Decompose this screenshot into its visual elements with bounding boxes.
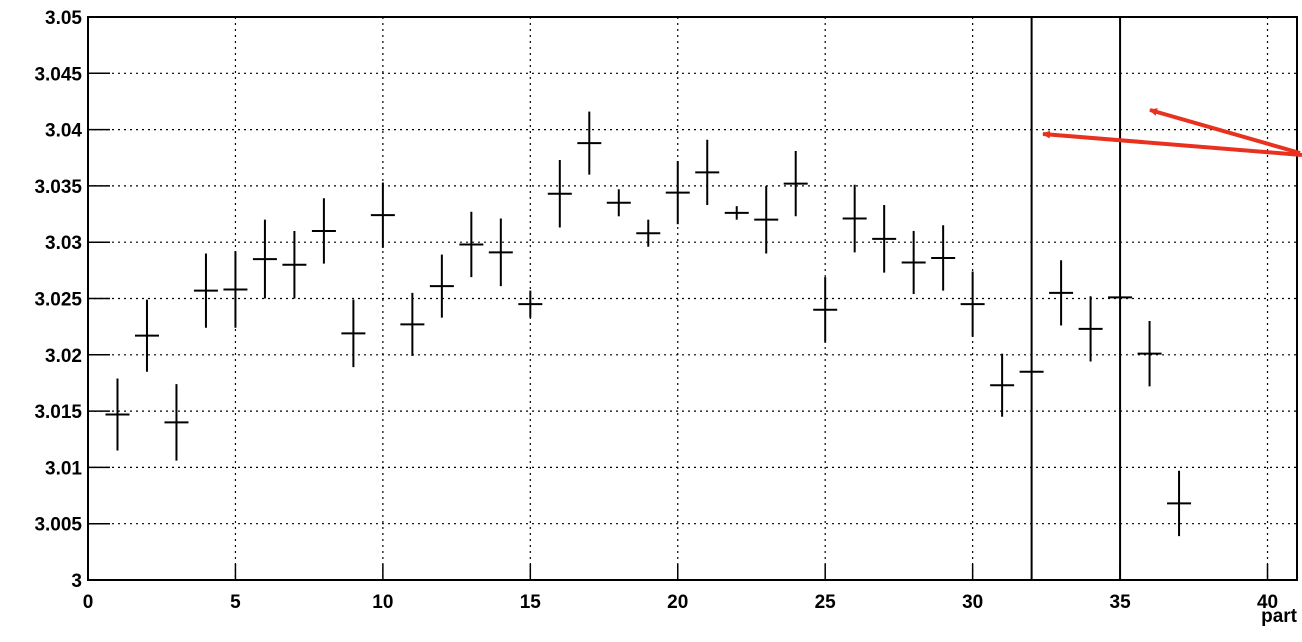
y-tick-label: 3 [71,571,82,592]
x-tick-label: 15 [520,592,542,613]
y-tick-label: 3.025 [34,290,82,311]
x-tick-label: 5 [230,592,241,613]
x-axis-label: part [1261,606,1298,627]
x-tick-label: 20 [667,592,688,613]
x-tick-label: 0 [83,592,94,613]
x-tick-label: 30 [962,592,983,613]
y-tick-label: 3.035 [34,177,82,198]
y-tick-label: 3.04 [45,121,82,142]
x-tick-label: 35 [1110,592,1132,613]
plot-frame [87,16,1298,581]
y-tick-label: 3.05 [45,8,82,29]
y-tick-label: 3.03 [45,233,82,254]
y-tick-label: 3.01 [45,458,82,479]
arrow [1149,108,1301,155]
y-tick-label: 3.045 [34,64,82,85]
x-tick-label: 10 [372,592,393,613]
arrow [1042,130,1302,157]
y-tick-label: 3.015 [34,402,82,423]
x-tick-label: 40 [1257,592,1278,613]
y-tick-label: 3.02 [45,346,82,367]
y-tick-label: 3.005 [34,515,82,536]
x-tick-label: 25 [815,592,837,613]
